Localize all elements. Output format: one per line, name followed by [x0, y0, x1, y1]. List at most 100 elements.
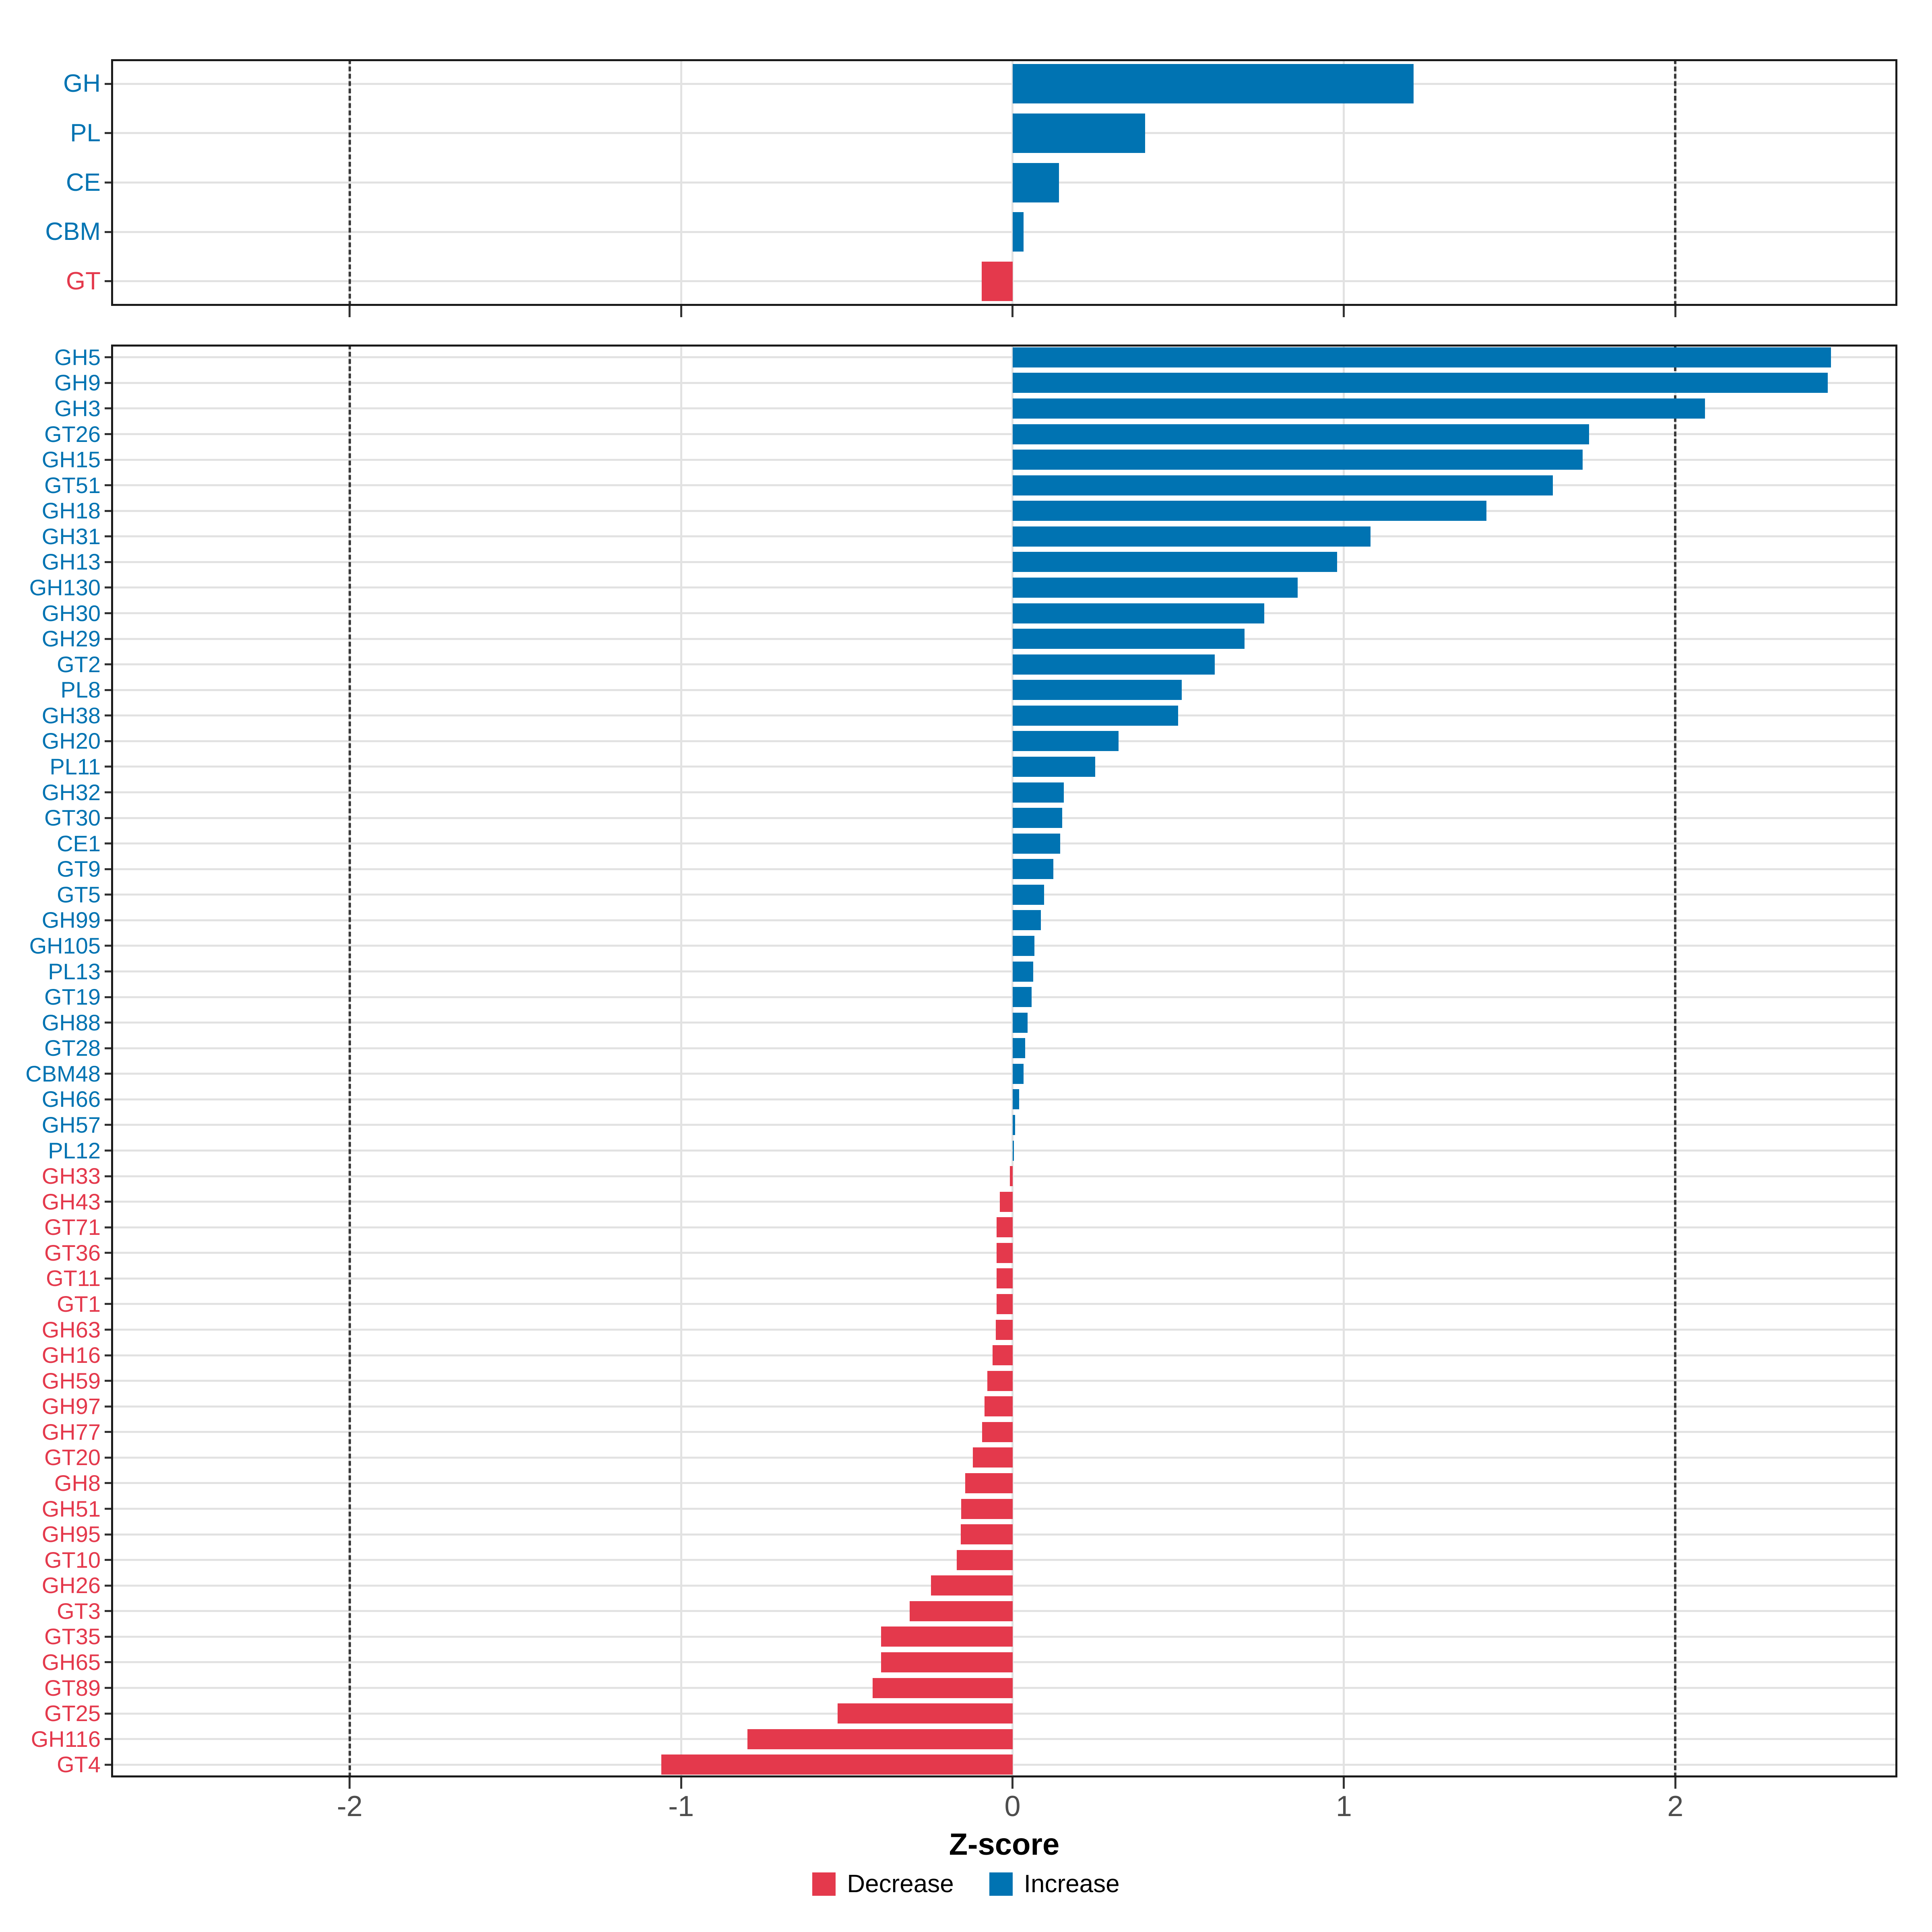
legend-label-decrease: Decrease	[847, 1870, 954, 1898]
bottom-panel-hgridline	[111, 586, 1897, 589]
bottom-panel-hgridline	[111, 1047, 1897, 1049]
x-tick-label--1: -1	[668, 1790, 694, 1823]
bottom-panel-bar-GT11	[997, 1268, 1013, 1289]
bottom-panel-ytick-GT36	[105, 1252, 111, 1254]
bottom-panel-ytick-GH116	[105, 1738, 111, 1740]
bottom-panel-hgridline	[111, 1150, 1897, 1152]
bottom-panel-category-label-GT89: GT89	[44, 1675, 101, 1701]
bottom-panel-category-label-GH20: GH20	[41, 728, 101, 754]
bottom-panel-category-label-GT28: GT28	[44, 1035, 101, 1061]
bottom-panel-hgridline	[111, 714, 1897, 717]
bottom-panel-hgridline	[111, 689, 1897, 691]
bottom-panel-ytick-GT3	[105, 1610, 111, 1612]
bottom-panel-ytick-GT35	[105, 1635, 111, 1638]
bottom-panel-category-label-GH29: GH29	[41, 626, 101, 652]
bottom-panel-bar-GH88	[1012, 1012, 1028, 1033]
bottom-panel-hgridline	[111, 663, 1897, 666]
bottom-panel-bar-GH5	[1012, 347, 1831, 367]
bottom-panel-bar-GH13	[1012, 552, 1338, 572]
bottom-panel-bar-GH97	[985, 1396, 1013, 1417]
bottom-panel-bar-GH65	[881, 1652, 1013, 1672]
top-panel-vgridline	[680, 59, 682, 306]
bottom-panel-ytick-GT20	[105, 1456, 111, 1459]
bottom-panel-ytick-GH32	[105, 791, 111, 793]
bottom-panel-hgridline	[111, 842, 1897, 845]
bottom-panel-ytick-GT19	[105, 996, 111, 998]
bottom-panel-category-label-GH16: GH16	[41, 1342, 101, 1368]
bottom-panel-ytick-GH29	[105, 638, 111, 640]
bottom-panel-ytick-GH51	[105, 1508, 111, 1510]
bottom-panel-bar-GH3	[1012, 398, 1705, 419]
top-panel-category-label-CE: CE	[66, 168, 101, 196]
top-panel-vgridline	[1343, 59, 1345, 306]
bottom-panel-bar-PL12	[1012, 1140, 1014, 1161]
bottom-panel-bar-GH29	[1012, 629, 1245, 649]
bottom-panel-hgridline	[111, 535, 1897, 538]
bottom-panel-category-label-GT30: GT30	[44, 805, 101, 831]
bottom-panel-hgridline	[111, 1022, 1897, 1024]
bottom-panel-hgridline	[111, 945, 1897, 947]
bottom-panel-ytick-GH95	[105, 1533, 111, 1536]
bottom-panel-xtick-mark-1	[1343, 1777, 1345, 1789]
bottom-panel-vgridline	[1343, 345, 1345, 1777]
top-panel-xtick-mark-0	[1011, 306, 1014, 317]
bottom-panel-category-label-GH116: GH116	[31, 1726, 101, 1752]
bottom-panel-hgridline	[111, 1098, 1897, 1100]
top-panel-bar-CE	[1012, 163, 1059, 202]
bottom-panel-category-label-GT11: GT11	[46, 1265, 101, 1291]
bottom-panel-bar-GH95	[961, 1524, 1013, 1545]
bottom-panel-category-label-GH15: GH15	[41, 447, 101, 473]
bottom-panel-bar-GT25	[837, 1703, 1013, 1724]
bottom-panel-dashed-guide-line	[1674, 345, 1677, 1777]
bottom-panel-bar-GT5	[1012, 884, 1044, 905]
bottom-panel-bar-GH26	[931, 1575, 1013, 1596]
bottom-panel-ytick-GT9	[105, 868, 111, 870]
bottom-panel-category-label-GT71: GT71	[44, 1214, 101, 1240]
bottom-panel-category-label-CE1: CE1	[57, 830, 101, 856]
bottom-panel-category-label-GT35: GT35	[44, 1624, 101, 1649]
bottom-panel-bar-GT2	[1012, 654, 1215, 675]
bottom-panel-bar-GH20	[1012, 731, 1119, 751]
bottom-panel-ytick-GH105	[105, 945, 111, 947]
bottom-panel-bar-PL13	[1012, 961, 1033, 982]
bottom-panel-dashed-guide-line	[348, 345, 351, 1777]
bottom-panel-category-label-GH130: GH130	[29, 574, 101, 600]
bottom-panel-bar-PL11	[1012, 756, 1096, 777]
bottom-panel-bar-GT26	[1012, 424, 1589, 444]
top-panel-ytick-CBM	[105, 231, 111, 233]
bottom-panel-ytick-GH77	[105, 1431, 111, 1433]
top-panel-ytick-PL	[105, 132, 111, 134]
bottom-panel-bar-GT3	[910, 1601, 1013, 1621]
bottom-panel-category-label-GH77: GH77	[41, 1419, 101, 1445]
bottom-panel-bar-GT10	[957, 1550, 1013, 1570]
bottom-panel-bar-GH51	[961, 1499, 1013, 1519]
bottom-panel-ytick-GH30	[105, 612, 111, 614]
bottom-panel-ytick-GT4	[105, 1763, 111, 1766]
top-panel-xtick-mark-1	[1343, 306, 1345, 317]
bottom-panel-hgridline	[111, 1073, 1897, 1075]
bottom-panel-ytick-GH88	[105, 1022, 111, 1024]
bottom-panel-hgridline	[111, 612, 1897, 614]
top-panel-category-label-PL: PL	[70, 119, 101, 147]
x-tick-label-2: 2	[1667, 1790, 1684, 1823]
bottom-panel-ytick-GH15	[105, 458, 111, 461]
bottom-panel-category-label-GT26: GT26	[44, 421, 101, 447]
bottom-panel-ytick-GH33	[105, 1175, 111, 1177]
bottom-panel-category-label-GH13: GH13	[41, 549, 101, 575]
bottom-panel-category-label-GH18: GH18	[41, 498, 101, 524]
x-tick-label--2: -2	[336, 1790, 363, 1823]
bottom-panel-category-label-GH26: GH26	[41, 1573, 101, 1598]
bottom-panel-xtick-mark--1	[680, 1777, 682, 1789]
bottom-panel-bar-GT36	[997, 1243, 1013, 1263]
bottom-panel-xtick-mark-0	[1011, 1777, 1014, 1789]
x-tick-label-1: 1	[1335, 1790, 1352, 1823]
bottom-panel-category-label-PL12: PL12	[48, 1137, 101, 1163]
bottom-panel-bar-GH130	[1012, 577, 1298, 598]
bottom-panel-ytick-GT25	[105, 1712, 111, 1715]
legend-swatch-decrease	[812, 1872, 836, 1896]
bottom-panel-bar-GT71	[997, 1217, 1013, 1238]
top-panel-bar-GT	[982, 261, 1013, 301]
bottom-panel-hgridline	[111, 382, 1897, 384]
bottom-panel-hgridline	[111, 407, 1897, 410]
bottom-panel-bar-GH77	[982, 1422, 1013, 1442]
